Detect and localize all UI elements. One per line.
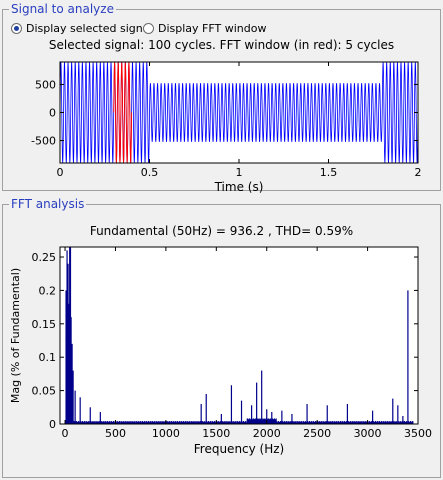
signal-x-axis-label: Time (s) <box>214 180 264 194</box>
fft-plot-area <box>60 247 418 424</box>
fft-y-tick-label: 0.05 <box>32 385 57 398</box>
fft-panel-title: FFT analysis <box>9 197 87 211</box>
fft-window-trace <box>113 60 133 165</box>
display-selected-signal-radio[interactable]: Display selected signal <box>11 22 153 35</box>
display-fft-window-radio[interactable]: Display FFT window <box>143 22 266 35</box>
radio-unselected-indicator[interactable] <box>143 23 154 34</box>
fft-y-axis-label: Mag (% of Fundamental) <box>9 268 22 403</box>
fft-y-tick-label: 0 <box>49 418 56 431</box>
fft-x-tick-label: 1000 <box>152 427 180 440</box>
signal-y-tick-label: -500 <box>31 135 56 148</box>
signal-y-tick-label: 0 <box>49 107 56 120</box>
fft-y-tick-label: 0.2 <box>39 284 57 297</box>
fft-y-tick-label: 0.1 <box>39 351 57 364</box>
radio-selected-indicator[interactable] <box>11 23 22 34</box>
signal-x-tick-label: 0.5 <box>141 166 159 179</box>
signal-panel-title: Signal to analyze <box>9 2 116 16</box>
fft-plot: 0 500 1000 1500 2000 2500 3000 3500 0 0.05 0.1 0.15… <box>9 246 432 456</box>
signal-y-tick-label: 500 <box>35 78 56 91</box>
signal-x-tick-label: 2 <box>415 166 422 179</box>
fft-x-tick-label: 2000 <box>253 427 281 440</box>
display-selected-signal-label: Display selected signal <box>26 22 153 35</box>
selected-signal-info: Selected signal: 100 cycles. FFT window … <box>48 38 395 52</box>
fft-x-tick-label: 500 <box>105 427 126 440</box>
fft-x-tick-label: 2500 <box>303 427 331 440</box>
signal-plot: 0 0.5 1 1.5 2 500 0 -500 Time (s) <box>31 60 422 194</box>
signal-x-tick-label: 1.5 <box>320 166 338 179</box>
fft-y-tick-label: 0.15 <box>32 318 57 331</box>
display-fft-window-label: Display FFT window <box>158 22 267 35</box>
fft-x-tick-label: 3500 <box>404 427 432 440</box>
fft-x-axis-label: Frequency (Hz) <box>194 442 285 456</box>
fft-plot-frame <box>59 246 419 425</box>
fft-analysis-panel: FFT analysis Fundamental (50Hz) = 936.2 … <box>2 197 441 478</box>
fft-x-tick-label: 1500 <box>202 427 230 440</box>
fft-x-tick-label: 3000 <box>354 427 382 440</box>
fft-y-tick-label: 0.25 <box>32 251 57 264</box>
signal-x-tick-label: 0 <box>57 166 64 179</box>
fft-result-text: Fundamental (50Hz) = 936.2 , THD= 0.59% <box>89 224 354 238</box>
signal-to-analyze-panel: Signal to analyze Display selected signa… <box>2 2 441 194</box>
fft-x-tick-label: 0 <box>62 427 69 440</box>
signal-x-tick-label: 1 <box>236 166 243 179</box>
